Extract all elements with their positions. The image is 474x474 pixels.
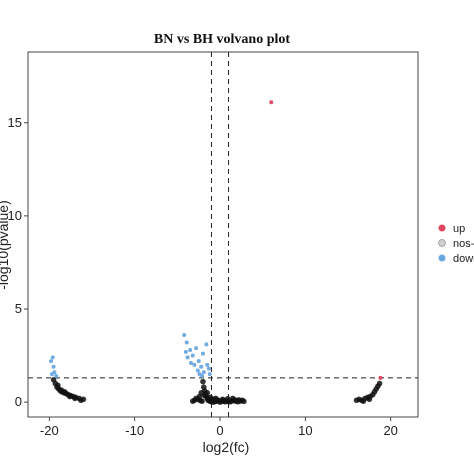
y-tick-label: 15 xyxy=(8,115,22,130)
point-up xyxy=(378,375,383,380)
point-down xyxy=(201,370,206,375)
x-axis-label: log2(fc) xyxy=(203,439,250,455)
point-nos xyxy=(67,393,73,400)
point-nos xyxy=(221,397,228,404)
point-nos xyxy=(55,382,61,389)
reference-lines xyxy=(28,52,418,417)
x-tick-label: -20 xyxy=(40,423,59,438)
data-points xyxy=(49,100,383,405)
point-down xyxy=(188,347,193,352)
point-nos xyxy=(241,398,247,405)
point-down xyxy=(50,355,55,360)
point-down xyxy=(185,355,190,360)
point-nos xyxy=(211,396,217,403)
legend-marker-up xyxy=(438,224,446,232)
point-down xyxy=(194,346,199,351)
legend-label-up: up xyxy=(453,223,465,235)
y-tick-label: 5 xyxy=(15,301,22,316)
chart-title: BN vs BH volvano plot xyxy=(154,32,290,47)
point-nos xyxy=(61,389,68,395)
point-nos xyxy=(78,397,84,404)
point-down xyxy=(199,364,204,369)
point-down xyxy=(200,351,205,356)
legend-label-nos: nos- xyxy=(453,238,474,250)
point-nos xyxy=(72,395,78,402)
point-down xyxy=(49,359,54,364)
x-tick-label: 10 xyxy=(298,423,312,438)
y-axis: 0 5 10 15 xyxy=(8,115,28,409)
legend: up nos-down xyxy=(438,223,474,265)
point-nos xyxy=(366,396,373,403)
plot-frame xyxy=(27,51,419,418)
point-nos xyxy=(189,398,196,404)
point-down xyxy=(190,353,195,358)
point-down xyxy=(206,366,211,371)
x-axis: -20 -10 0 10 20 xyxy=(40,417,398,438)
point-nos xyxy=(197,397,204,404)
point-down xyxy=(207,372,212,377)
point-down xyxy=(51,364,56,369)
point-nos xyxy=(360,398,367,404)
x-tick-label: 0 xyxy=(216,423,223,438)
point-down xyxy=(196,359,201,364)
legend-marker-down xyxy=(438,254,446,262)
point-down xyxy=(195,368,200,373)
point-down xyxy=(182,333,187,338)
point-down xyxy=(204,342,209,347)
point-nos xyxy=(376,380,383,387)
point-nos xyxy=(235,398,241,405)
point-down xyxy=(192,362,197,367)
point-nos xyxy=(200,378,206,385)
point-down xyxy=(205,362,210,367)
x-tick-label: -10 xyxy=(125,423,144,438)
legend-marker-nos xyxy=(438,239,446,247)
point-down xyxy=(200,374,205,379)
point-down xyxy=(49,372,54,377)
plot-border xyxy=(27,51,419,418)
point-down xyxy=(183,349,188,354)
point-down xyxy=(54,374,59,379)
point-down xyxy=(188,360,193,365)
point-up xyxy=(269,100,274,105)
y-axis-label: -log10(pvalue) xyxy=(0,200,11,290)
point-down xyxy=(184,340,189,345)
point-nos xyxy=(201,392,208,399)
y-tick-label: 10 xyxy=(8,208,22,223)
y-tick-label: 0 xyxy=(15,394,22,409)
legend-label-down: down xyxy=(453,253,474,265)
x-tick-label: 20 xyxy=(383,423,397,438)
